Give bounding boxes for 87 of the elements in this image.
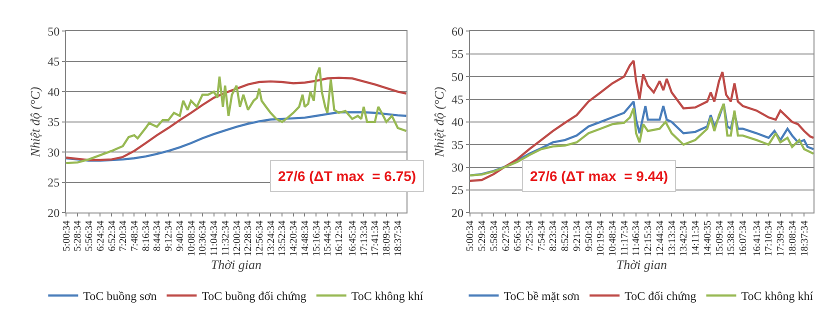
x-tick-label: 13:13:34 — [666, 220, 678, 256]
x-tick-label: 9:50:34 — [584, 220, 595, 252]
x-tick-label: 11:46:34 — [631, 220, 642, 256]
x-tick-label: 17:13:34 — [358, 220, 370, 256]
legend-label: ToC không khí — [351, 289, 424, 304]
x-tick-label: 16:12:34 — [334, 220, 346, 256]
x-tick-label: 14:40:35 — [702, 220, 714, 256]
x-tick-label: 16:41:34 — [752, 220, 763, 256]
annotation: 27/6 (ΔT max = 9.44) — [530, 168, 668, 184]
x-tick-label: 17:10:34 — [764, 220, 775, 256]
x-tick-label: 7:25:34 — [524, 220, 536, 252]
y-tick-label: 50 — [452, 70, 464, 84]
legend-label: ToC buồng sơn — [83, 289, 157, 304]
x-tick-label: 12:15:34 — [643, 220, 654, 256]
x-axis-title: Thời gian — [210, 256, 262, 272]
x-tick-label: 6:52:34 — [106, 220, 118, 252]
x-tick-label: 17:41:34 — [370, 220, 382, 256]
x-tick-label: 5:00:34 — [61, 220, 72, 252]
y-tick-label: 25 — [48, 176, 60, 190]
x-tick-label: 7:20:34 — [118, 220, 130, 252]
annotation: 27/6 (ΔT max = 6.75) — [278, 168, 416, 184]
x-tick-label: 5:29:34 — [477, 220, 488, 252]
x-tick-label: 18:37:34 — [392, 220, 404, 256]
x-tick-label: 10:19:34 — [596, 220, 607, 256]
x-tick-label: 18:08:34 — [787, 220, 798, 256]
x-tick-label: 11:32:34 — [220, 220, 232, 256]
legend-label: ToC buồng đối chứng — [202, 289, 306, 304]
x-tick-label: 5:00:34 — [465, 220, 476, 252]
x-tick-label: 12:44:34 — [654, 220, 666, 256]
x-tick-label: 7:54:34 — [536, 220, 548, 252]
y-tick-label: 45 — [452, 92, 464, 106]
x-tick-label: 8:23:34 — [548, 220, 560, 252]
x-tick-label: 7:48:34 — [129, 220, 140, 252]
x-tick-label: 11:04:34 — [209, 220, 220, 256]
x-tick-label: 10:36:34 — [198, 220, 209, 256]
y-tick-label: 50 — [48, 24, 60, 38]
x-tick-label: 9:12:34 — [164, 220, 175, 252]
x-tick-label: 18:37:34 — [799, 220, 810, 256]
y-tick-label: 55 — [452, 47, 464, 62]
x-tick-label: 15:09:34 — [714, 220, 726, 256]
legend-label: ToC đối chứng — [624, 289, 696, 304]
y-tick-label: 45 — [48, 54, 60, 69]
x-tick-label: 5:56:34 — [84, 220, 96, 252]
legend-label: ToC bề mặt sơn — [504, 289, 580, 304]
y-tick-label: 35 — [48, 115, 60, 130]
x-tick-label: 13:52:34 — [277, 220, 288, 256]
x-tick-label: 18:09:34 — [382, 220, 393, 256]
y-tick-label: 25 — [452, 183, 464, 198]
y-tick-label: 30 — [452, 160, 464, 174]
x-tick-label: 12:00:34 — [232, 220, 243, 256]
y-tick-label: 30 — [48, 145, 60, 160]
x-tick-label: 16:07:34 — [738, 220, 749, 256]
x-tick-label: 6:24:34 — [95, 220, 106, 252]
x-tick-label: 14:48:34 — [300, 220, 311, 256]
x-tick-label: 10:48:34 — [608, 220, 619, 256]
y-tick-label: 40 — [48, 84, 60, 99]
y-tick-label: 20 — [48, 206, 60, 220]
x-tick-label: 15:38:34 — [726, 220, 738, 256]
x-tick-label: 8:44:34 — [152, 220, 164, 252]
legend-label: ToC không khí — [741, 289, 814, 304]
x-axis-title: Thời gian — [616, 256, 668, 272]
x-tick-label: 17:39:34 — [776, 220, 787, 256]
x-tick-label: 9:21:34 — [572, 220, 583, 252]
x-tick-label: 8:16:34 — [140, 220, 152, 252]
x-tick-label: 15:44:34 — [322, 220, 334, 256]
x-tick-label: 12:28:34 — [243, 220, 254, 256]
y-tick-label: 40 — [452, 115, 464, 130]
x-tick-label: 5:28:34 — [72, 220, 84, 252]
y-axis-title: Nhiệt độ (°C) — [432, 86, 447, 158]
x-tick-label: 13:42:34 — [678, 220, 690, 256]
x-tick-label: 6:56:34 — [512, 220, 524, 252]
x-tick-label: 10:08:34 — [186, 220, 198, 256]
x-tick-label: 8:52:34 — [560, 220, 572, 252]
x-tick-label: 16:45:34 — [347, 220, 358, 256]
x-tick-label: 9:40:34 — [174, 220, 186, 252]
x-tick-label: 15:16:34 — [311, 220, 322, 256]
y-axis-title: Nhiệt độ (°C) — [28, 86, 43, 158]
x-tick-label: 6:27:34 — [500, 220, 512, 252]
x-tick-label: 14:20:34 — [288, 220, 300, 256]
y-tick-label: 35 — [452, 138, 464, 152]
x-tick-label: 14:11:34 — [690, 220, 702, 256]
x-tick-label: 12:56:34 — [254, 220, 266, 256]
x-tick-label: 11:17:34 — [619, 220, 630, 256]
y-tick-label: 60 — [452, 24, 464, 38]
y-tick-label: 20 — [452, 206, 464, 220]
x-tick-label: 13:24:34 — [266, 220, 277, 256]
x-tick-label: 5:58:34 — [488, 220, 500, 252]
